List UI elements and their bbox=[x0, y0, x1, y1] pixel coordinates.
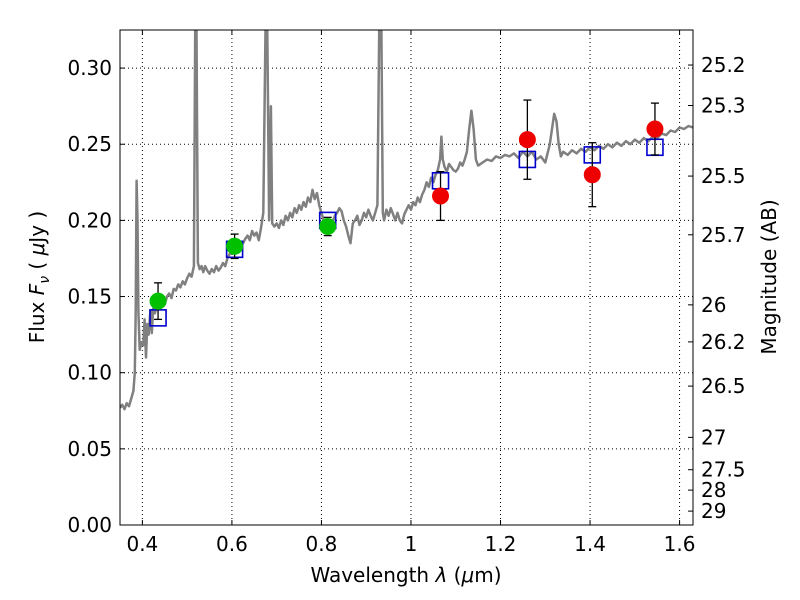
magnitude-tick-label: 26.2 bbox=[701, 330, 746, 354]
magnitude-tick-label: 27.5 bbox=[701, 458, 746, 482]
magnitude-tick-label: 25.3 bbox=[701, 94, 746, 118]
observed-flux-point bbox=[518, 131, 536, 149]
magnitude-axis-title: Magnitude (AB) bbox=[757, 199, 781, 354]
x-tick-label: 0.8 bbox=[306, 532, 338, 556]
observed-flux-point bbox=[149, 292, 167, 310]
magnitude-tick-label: 25.2 bbox=[701, 53, 746, 77]
model-spectrum-line bbox=[120, 30, 693, 411]
x-axis-ticks: 0.4 0.6 0.8 1 1.2 1.4 1.6 bbox=[126, 30, 695, 556]
spectrum-layer bbox=[120, 30, 693, 411]
data-markers bbox=[149, 99, 664, 327]
magnitude-tick-label: 27 bbox=[701, 425, 726, 449]
x-tick-label: 0.6 bbox=[216, 532, 248, 556]
plot-frame bbox=[119, 29, 694, 526]
x-tick-label: 1.6 bbox=[664, 532, 696, 556]
observed-flux-point bbox=[432, 187, 450, 205]
x-tick-label: 1.4 bbox=[574, 532, 606, 556]
magnitude-tick-label: 26.5 bbox=[701, 374, 746, 398]
magnitude-tick-label: 25.5 bbox=[701, 164, 746, 188]
x-tick-label: 0.4 bbox=[126, 532, 158, 556]
observed-flux-point bbox=[226, 237, 244, 255]
observed-flux-point bbox=[319, 217, 337, 235]
magnitude-tick-label: 25.7 bbox=[701, 223, 746, 247]
y-axis-ticks: 0.00 0.05 0.10 0.15 0.20 0.25 0.30 bbox=[67, 56, 125, 537]
y-tick-label: 0.05 bbox=[67, 437, 112, 461]
x-axis-title: Wavelength λ (μm) bbox=[310, 563, 501, 587]
magnitude-tick-label: 26 bbox=[701, 293, 726, 317]
y-tick-label: 0.25 bbox=[67, 132, 112, 156]
observed-flux-point bbox=[583, 166, 601, 184]
y-tick-label: 0.00 bbox=[67, 513, 112, 537]
y-tick-label: 0.15 bbox=[67, 285, 112, 309]
grid-lines bbox=[120, 30, 693, 526]
magnitude-tick-label: 28 bbox=[701, 478, 726, 502]
x-tick-label: 1.2 bbox=[485, 532, 517, 556]
x-tick-label: 1 bbox=[405, 532, 418, 556]
observed-flux-point bbox=[646, 120, 664, 138]
y-tick-label: 0.30 bbox=[67, 56, 112, 80]
magnitude-tick-label: 29 bbox=[701, 499, 726, 523]
y-tick-label: 0.20 bbox=[67, 208, 112, 232]
y-axis-title: Flux Fν ( μJy ) bbox=[25, 211, 53, 343]
y-tick-label: 0.10 bbox=[67, 361, 112, 385]
